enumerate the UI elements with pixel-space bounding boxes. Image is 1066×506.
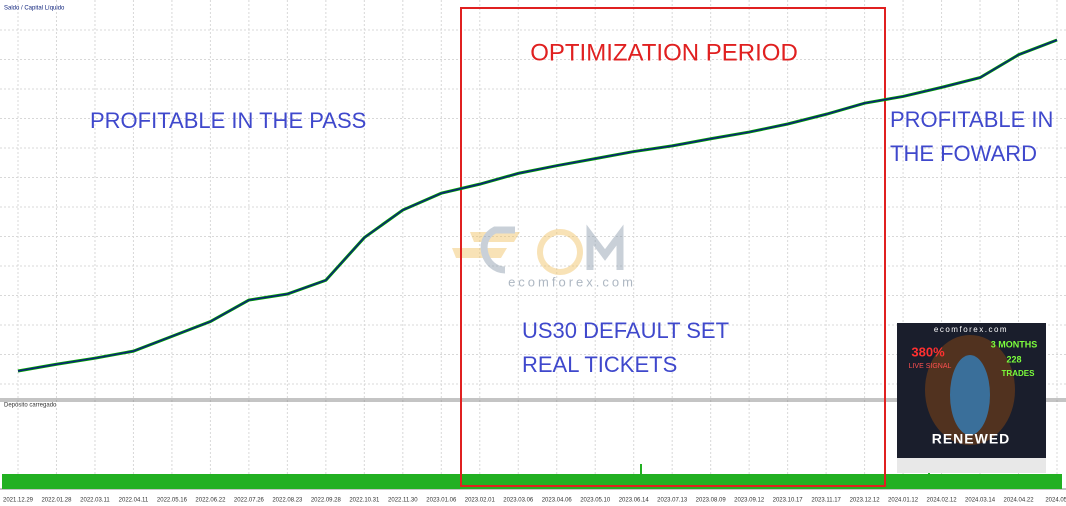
x-tick-label: 2023.04.06 (542, 498, 573, 504)
watermark-logo (452, 224, 624, 275)
annotation: US30 DEFAULT SET (522, 318, 729, 343)
balance-line (17, 39, 1058, 372)
annotation: PROFITABLE IN (890, 107, 1053, 132)
x-tick-label: 2024.01.12 (888, 498, 919, 504)
x-tick-label: 2024.04.22 (1004, 498, 1035, 504)
x-tick-label: 2023.05.10 (580, 498, 611, 504)
x-tick-label: 2024.02.12 (927, 498, 958, 504)
x-tick-label: 2024.05. (1045, 498, 1066, 504)
x-tick-label: 2023.12.12 (850, 498, 881, 504)
x-tick-label: 2022.04.11 (119, 498, 149, 504)
x-tick-label: 2022.10.31 (349, 498, 380, 504)
x-tick-label: 2023.09.12 (734, 498, 765, 504)
x-tick-label: 2023.02.01 (465, 498, 496, 504)
x-tick-label: 2023.10.17 (773, 498, 804, 504)
x-tick-label: 2022.08.23 (272, 498, 303, 504)
x-tick-label: 2023.08.09 (696, 498, 727, 504)
ad-percent: 380% (911, 344, 945, 359)
x-tick-label: 2022.09.28 (311, 498, 342, 504)
legend: Saldo / Capital Líquido (4, 6, 65, 12)
ad-footer-bar (897, 458, 1046, 473)
annotation: THE FOWARD (890, 141, 1037, 166)
deposit-load-spike (640, 464, 642, 474)
ad-figure (950, 355, 990, 435)
x-tick-label: 2022.03.11 (80, 498, 110, 504)
x-tick-label: 2023.06.14 (619, 498, 650, 504)
watermark-text: ecomforex.com (508, 274, 636, 289)
lower-panel-title: Depósito carregado (4, 403, 57, 409)
x-tick-label: 2021.12.29 (3, 498, 34, 504)
x-tick-label: 2024.03.14 (965, 498, 996, 504)
annotation: PROFITABLE IN THE PASS (90, 108, 366, 133)
x-tick-label: 2022.11.30 (388, 498, 418, 504)
x-tick-label: 2023.03.06 (503, 498, 534, 504)
x-tick-label: 2022.05.16 (157, 498, 188, 504)
optimization-box (460, 7, 886, 487)
ad-live: LIVE SIGNAL (909, 363, 952, 370)
ad-site: ecomforex.com (934, 325, 1008, 334)
annotations: OPTIMIZATION PERIOD PROFITABLE IN THE PAS… (90, 39, 1053, 376)
x-tick-label: 2022.06.22 (195, 498, 226, 504)
ad-footer: RENEWED (932, 431, 1011, 447)
x-tick-label: 2023.11.17 (811, 498, 841, 504)
x-tick-label: 2023.07.13 (657, 498, 688, 504)
ad-image: ecomforex.com 380% LIVE SIGNAL 3 MONTHS … (897, 323, 1046, 473)
grid (0, 0, 1066, 489)
ad-trades: TRADES (1002, 369, 1036, 378)
ad-trades-count: 228 (1006, 354, 1021, 364)
annotation: REAL TICKETS (522, 352, 677, 377)
x-tick-label: 2023.01.06 (426, 498, 457, 504)
x-tick-label: 2022.01.28 (41, 498, 72, 504)
x-tick-label: 2022.07.26 (234, 498, 265, 504)
annotation: OPTIMIZATION PERIOD (530, 39, 798, 66)
ad-months: 3 MONTHS (991, 339, 1038, 349)
